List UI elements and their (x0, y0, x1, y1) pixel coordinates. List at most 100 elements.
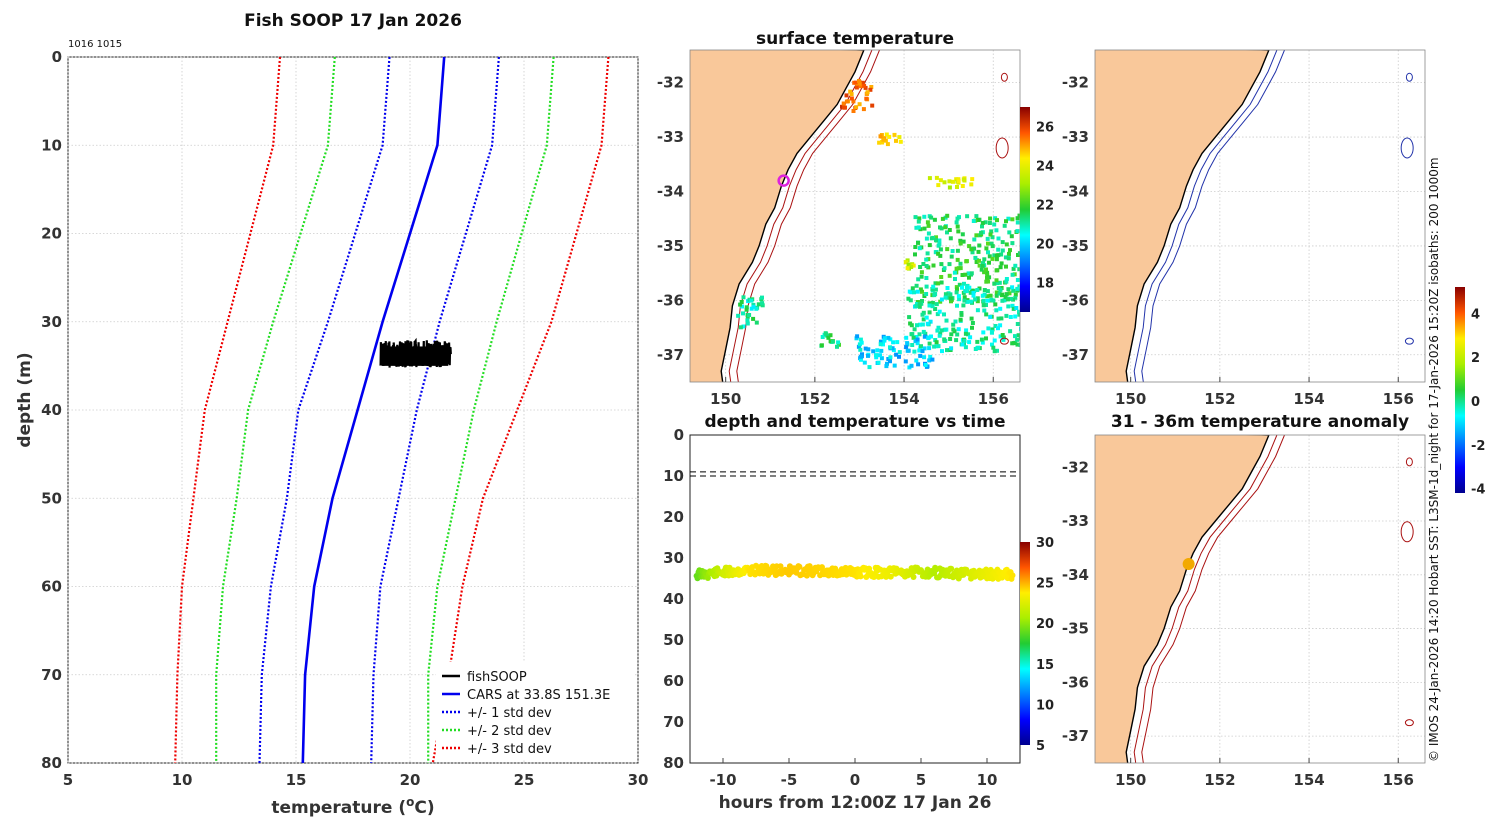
sst-pixel (929, 215, 934, 220)
profile-xlabel: temperature (oC) (271, 795, 434, 818)
sst-pixel (975, 296, 980, 301)
sst-pixel (936, 325, 941, 330)
sst-pixel (911, 335, 916, 340)
sst-pixel (853, 80, 858, 85)
sst-pixel (919, 344, 923, 349)
sst-pixel (936, 344, 941, 349)
sst-pixel (825, 333, 830, 338)
sst-pixel (990, 342, 994, 347)
sst-pixel (848, 89, 853, 94)
sst-pixel (997, 291, 1002, 296)
colorbar-tick: 22 (1036, 199, 1054, 214)
anomaly-isobath-200m (1133, 435, 1278, 763)
sst-pixel (895, 340, 900, 345)
sst-pixel (744, 307, 749, 312)
sst-pixel (990, 244, 995, 249)
sst-pixel (924, 284, 929, 289)
sst-pixel (918, 265, 923, 269)
sst-pixel (972, 237, 977, 242)
legend-label: +/- 1 std dev (467, 706, 552, 721)
sst-pixel (929, 334, 933, 339)
sst-pixel (939, 328, 944, 333)
profile-ids: 1016 1015 (68, 39, 122, 50)
sst-pixel (998, 287, 1003, 292)
sst-pixel (984, 246, 989, 251)
sst-pixel (954, 220, 959, 225)
sst-pixel (905, 348, 910, 353)
sst-pixel (969, 247, 974, 252)
sst-pixel (966, 271, 971, 276)
sst-pixel (916, 277, 921, 282)
sst-pixel (998, 334, 1003, 339)
sst-pixel (1015, 337, 1020, 342)
sst-pixel (864, 96, 869, 101)
map-lon-label: 150 (710, 390, 741, 408)
sst-pixel (990, 235, 995, 240)
sst-pixel (999, 252, 1004, 257)
sst-pixel (938, 178, 943, 183)
sst-pixel (927, 301, 932, 306)
sst-tick-labels: 150 152 154 156 -32 -33 -34 -35 -36 -37 (657, 74, 1009, 408)
depth-time-point (948, 565, 955, 572)
island-contour (1400, 521, 1414, 543)
sst-pixel (977, 243, 982, 248)
sst-pixel (914, 304, 919, 308)
map-lon-label: 154 (888, 390, 919, 408)
sst-pixel (970, 288, 975, 293)
sst-pixel (854, 105, 859, 110)
sst-pixel (1004, 277, 1009, 281)
sst-pixel (1016, 333, 1020, 338)
sst-pixel (1006, 256, 1011, 261)
sst-pixel (857, 81, 862, 86)
sst-pixel (994, 257, 999, 262)
island-contour (999, 337, 1009, 345)
sst-pixel (933, 281, 938, 286)
profile-ylabel: depth (m) (15, 352, 35, 447)
sst-pixel (819, 343, 824, 348)
legend-label: +/- 2 std dev (467, 724, 552, 739)
sst-pixel (947, 262, 952, 267)
sst-pixel (996, 316, 1001, 321)
sst-pixel (1006, 216, 1011, 221)
sst-pixel (913, 339, 918, 344)
sst-pixel (967, 285, 972, 290)
sst-pixel (919, 274, 924, 279)
sst-pixel (878, 353, 882, 358)
sst-pixel (904, 260, 909, 265)
sst-pixel (950, 249, 955, 253)
sst-pixel (1015, 342, 1020, 347)
sst-pixel (934, 302, 939, 307)
sst-pixel (947, 228, 952, 232)
sst-pixel (1001, 337, 1006, 342)
sst-pixel (984, 336, 988, 341)
sst-pixel (1007, 291, 1012, 296)
series-line (431, 56, 610, 764)
sst-pixel (1012, 272, 1017, 277)
sst-pixel (924, 236, 929, 241)
sst-pixel (878, 339, 883, 344)
sst-pixel (987, 260, 991, 265)
sst-pixel (1000, 333, 1005, 337)
sst-pixel (1013, 263, 1018, 268)
sst-pixel (993, 324, 998, 328)
y-tick-label: 50 (663, 631, 684, 649)
sst-pixel (998, 306, 1003, 311)
sst-pixel (992, 338, 997, 343)
depth-time-point (910, 574, 917, 580)
sst-pixel (924, 257, 929, 262)
sst-pixel (943, 295, 948, 300)
sst-pixel (989, 229, 994, 234)
sst-pixel (979, 230, 984, 235)
sst-pixel (960, 342, 965, 347)
sst-pixel (936, 183, 941, 188)
sst-pixel (959, 312, 964, 317)
sst-pixel (932, 293, 937, 298)
sst-pixel (1007, 251, 1011, 256)
sst-pixel (930, 304, 935, 309)
sst-pixel (952, 270, 957, 275)
y-tick-label: 20 (663, 508, 684, 526)
sst-pixel (971, 219, 976, 223)
sst-pixel (928, 319, 933, 324)
sst-pixel (961, 177, 966, 182)
sst-pixel (862, 360, 867, 365)
